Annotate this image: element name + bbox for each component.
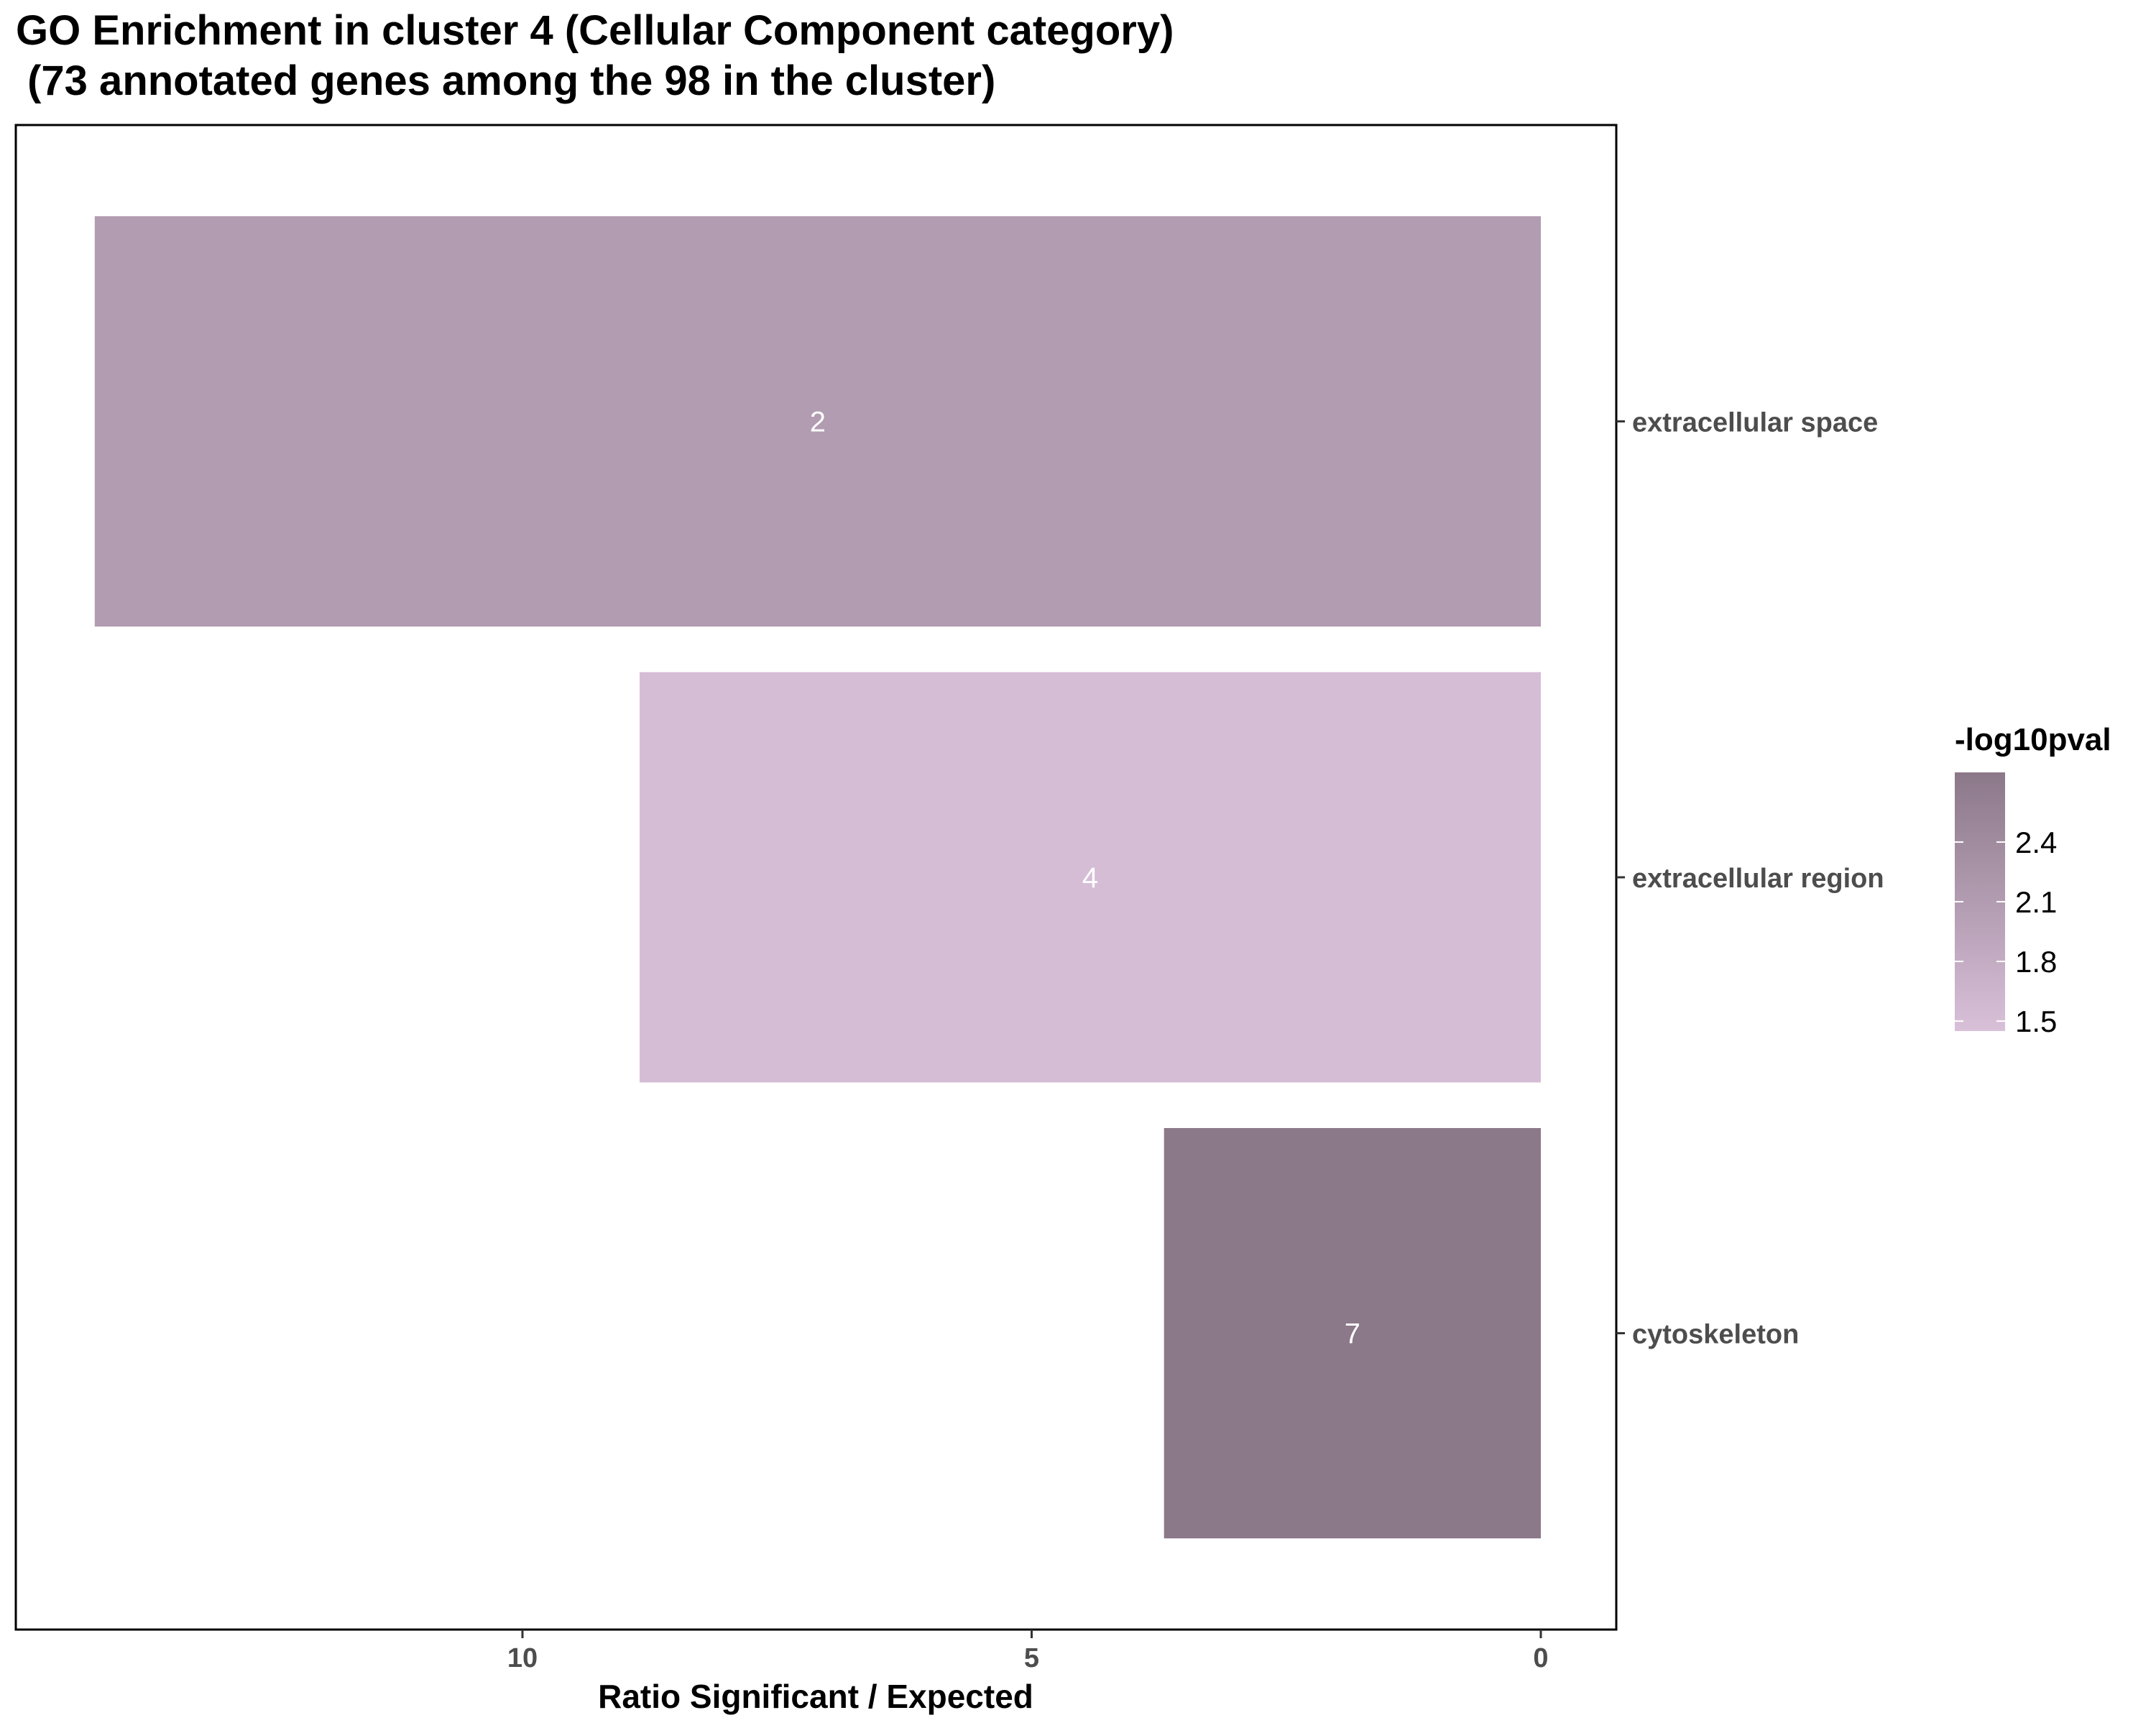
y-tick-label: extracellular region xyxy=(1632,864,1884,894)
legend-colorbar: -log10pval 2.4 2.1 1.8 1.5 xyxy=(1955,722,2111,1038)
legend-ticks: 2.4 2.1 1.8 1.5 xyxy=(1955,826,2057,1038)
y-tick-label: extracellular space xyxy=(1632,407,1878,438)
bars-layer: 2 4 7 xyxy=(94,216,1542,1539)
legend-tick-label: 1.5 xyxy=(2015,1004,2057,1038)
legend-tick-label: 1.8 xyxy=(2015,945,2057,979)
x-tick-label: 5 xyxy=(1024,1643,1039,1673)
y-tick-label: cytoskeleton xyxy=(1632,1320,1799,1350)
legend-tick-label: 2.4 xyxy=(2015,826,2057,859)
bar-cytoskeleton xyxy=(1164,1128,1541,1539)
bar-value-label: 4 xyxy=(1082,862,1098,894)
y-axis: extracellular space extracellular region c… xyxy=(1616,407,1884,1350)
legend-title: -log10pval xyxy=(1955,722,2111,757)
x-axis: 10 5 0 xyxy=(507,1630,1549,1673)
legend-tick-label: 2.1 xyxy=(2015,885,2057,919)
bar-extracellular-region xyxy=(639,672,1541,1083)
bar-extracellular-space xyxy=(94,216,1542,627)
x-axis-label: Ratio Significant / Expected xyxy=(598,1678,1033,1715)
chart-subtitle: (73 annotated genes among the 98 in the … xyxy=(16,57,995,104)
x-tick-label: 0 xyxy=(1533,1643,1548,1673)
chart-title: GO Enrichment in cluster 4 (Cellular Com… xyxy=(16,7,1174,54)
x-tick-label: 10 xyxy=(507,1643,538,1673)
bar-value-label: 2 xyxy=(810,406,826,438)
bar-value-label: 7 xyxy=(1345,1318,1360,1350)
